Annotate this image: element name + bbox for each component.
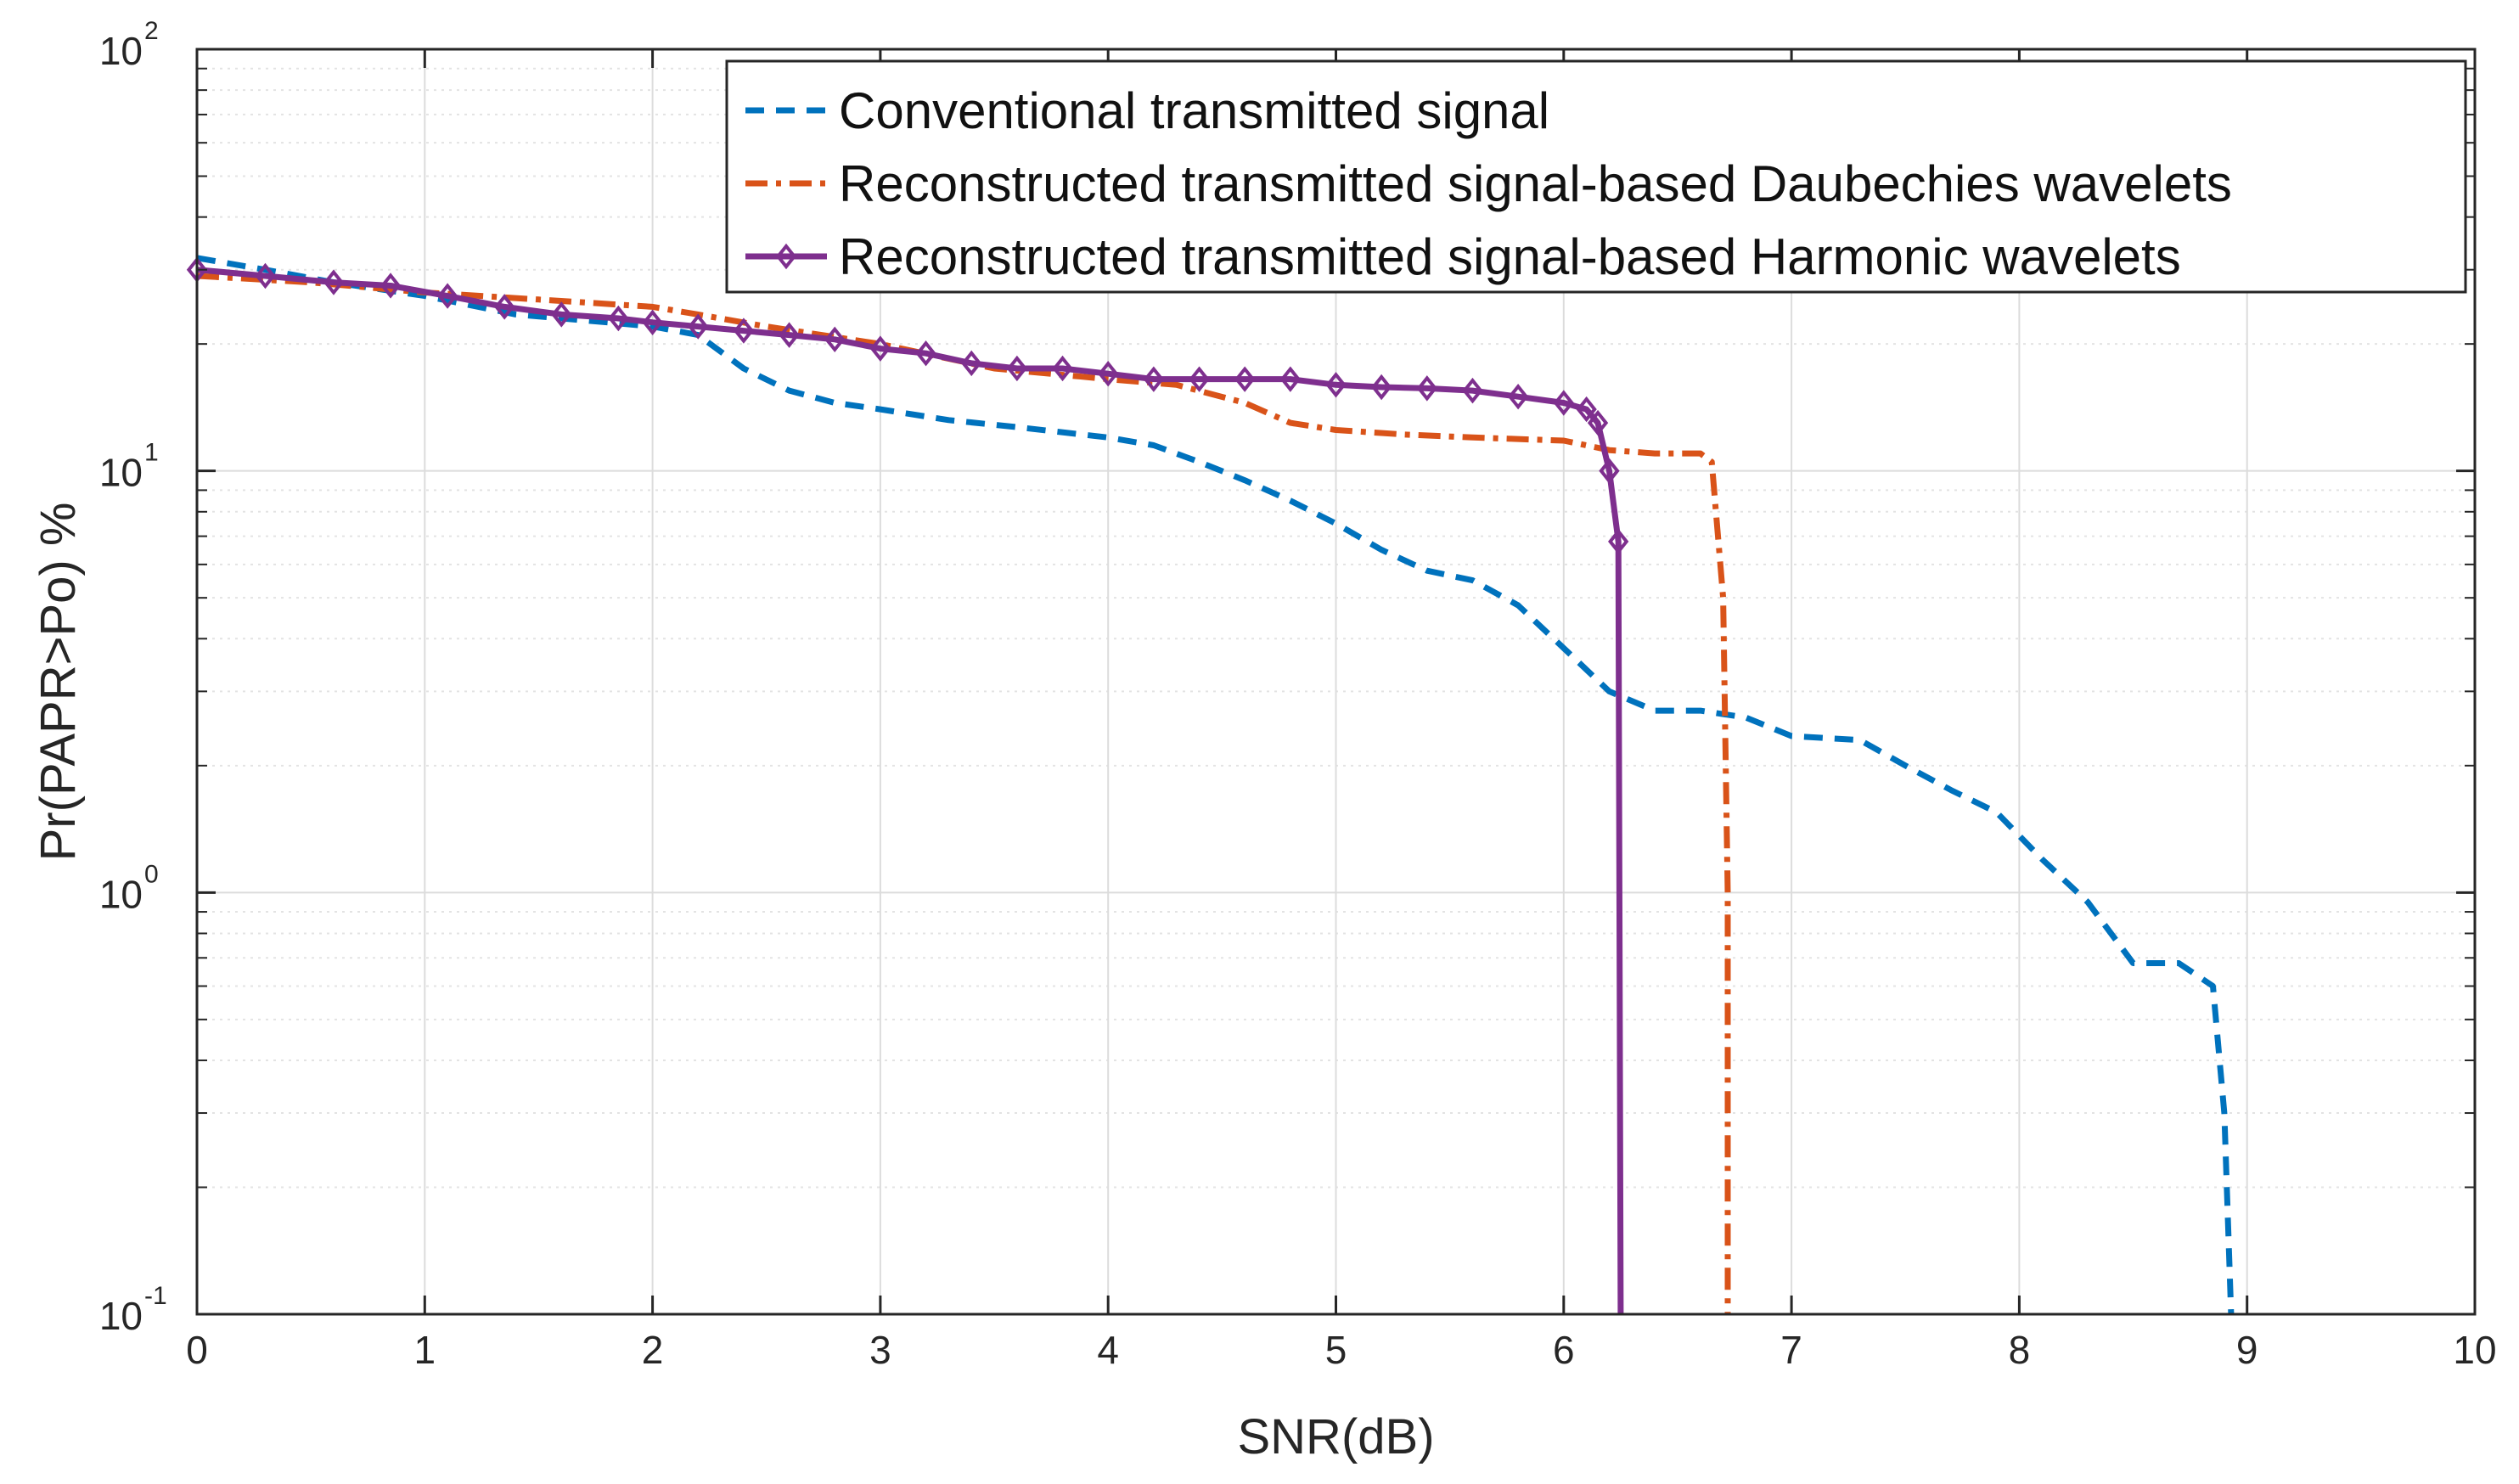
series-2 [186, 256, 1629, 1315]
x-tick-label: 10 [2453, 1328, 2496, 1372]
data-point-marker [824, 326, 846, 353]
data-point-marker [1325, 372, 1347, 398]
legend-marker [775, 243, 797, 270]
series-line [196, 273, 1731, 1314]
data-point-marker [1599, 458, 1620, 484]
data-point-marker [869, 335, 891, 362]
data-point-marker [551, 301, 572, 328]
data-point-marker [380, 273, 402, 299]
data-point-marker [733, 318, 755, 344]
data-point-marker [1098, 361, 1119, 387]
series-0 [196, 255, 2235, 1315]
data-point-marker [961, 350, 982, 377]
series-layer [186, 255, 2235, 1315]
series-line [196, 267, 1624, 1315]
series-1 [196, 273, 1731, 1314]
legend-entry-harmonic: Reconstructed transmitted signal-based H… [745, 228, 2181, 285]
data-point-marker [1189, 366, 1210, 392]
series-line [196, 255, 2235, 1315]
data-point-marker [1416, 375, 1437, 402]
x-axis-label: SNR(dB) [1237, 1409, 1434, 1464]
y-tick-label-exponent: -1 [144, 1282, 167, 1310]
x-tick-label: 4 [1097, 1328, 1119, 1372]
data-point-marker [494, 294, 515, 320]
data-point-marker [1608, 528, 1629, 555]
y-tick-label: 10 [99, 451, 143, 495]
legend-label-harmonic: Reconstructed transmitted signal-based H… [839, 228, 2181, 285]
x-tick-label: 8 [2009, 1328, 2031, 1372]
x-tick-label: 5 [1325, 1328, 1347, 1372]
data-point-marker [1587, 409, 1609, 436]
data-point-marker [1234, 366, 1256, 392]
y-tick-label-exponent: 1 [144, 439, 159, 467]
x-tick-label: 0 [186, 1328, 208, 1372]
x-tick-label: 3 [869, 1328, 891, 1372]
y-tick-label-exponent: 2 [144, 17, 159, 45]
data-point-marker [915, 340, 936, 367]
y-tick-label: 10 [99, 1294, 143, 1338]
data-point-marker [1279, 366, 1302, 392]
data-point-marker [1553, 390, 1574, 416]
data-point-marker [1507, 384, 1529, 410]
y-tick-label: 10 [99, 29, 143, 73]
data-point-marker [1462, 377, 1483, 404]
x-tick-label: 2 [642, 1328, 664, 1372]
data-point-marker [255, 262, 276, 289]
x-tick-label: 9 [2236, 1328, 2258, 1372]
legend-entry-conventional: Conventional transmitted signal [745, 82, 1549, 139]
legend-entry-daubechies: Reconstructed transmitted signal-based D… [745, 155, 2232, 212]
data-point-marker [1370, 374, 1392, 401]
y-tick-label: 10 [99, 872, 143, 916]
legend: Conventional transmitted signal Reconstr… [725, 59, 2467, 294]
data-point-marker [1052, 355, 1073, 382]
legend-label-daubechies: Reconstructed transmitted signal-based D… [839, 155, 2232, 212]
data-point-marker [608, 305, 629, 332]
data-point-marker [779, 322, 800, 348]
legend-label-conventional: Conventional transmitted signal [839, 82, 1549, 139]
x-tick-label: 6 [1553, 1328, 1575, 1372]
data-point-marker [688, 313, 709, 340]
y-axis-label: Pr(PAPR>Po) % [31, 503, 86, 862]
x-tick-label: 7 [1780, 1328, 1802, 1372]
x-tick-label: 1 [414, 1328, 436, 1372]
data-point-marker [1006, 355, 1028, 382]
y-tick-label-exponent: 0 [144, 860, 159, 888]
data-point-marker [436, 283, 458, 309]
data-point-marker [323, 269, 345, 295]
legend-box [725, 59, 2467, 294]
data-point-marker [1143, 366, 1165, 392]
data-point-marker [642, 309, 663, 335]
data-point-marker [1576, 396, 1597, 423]
